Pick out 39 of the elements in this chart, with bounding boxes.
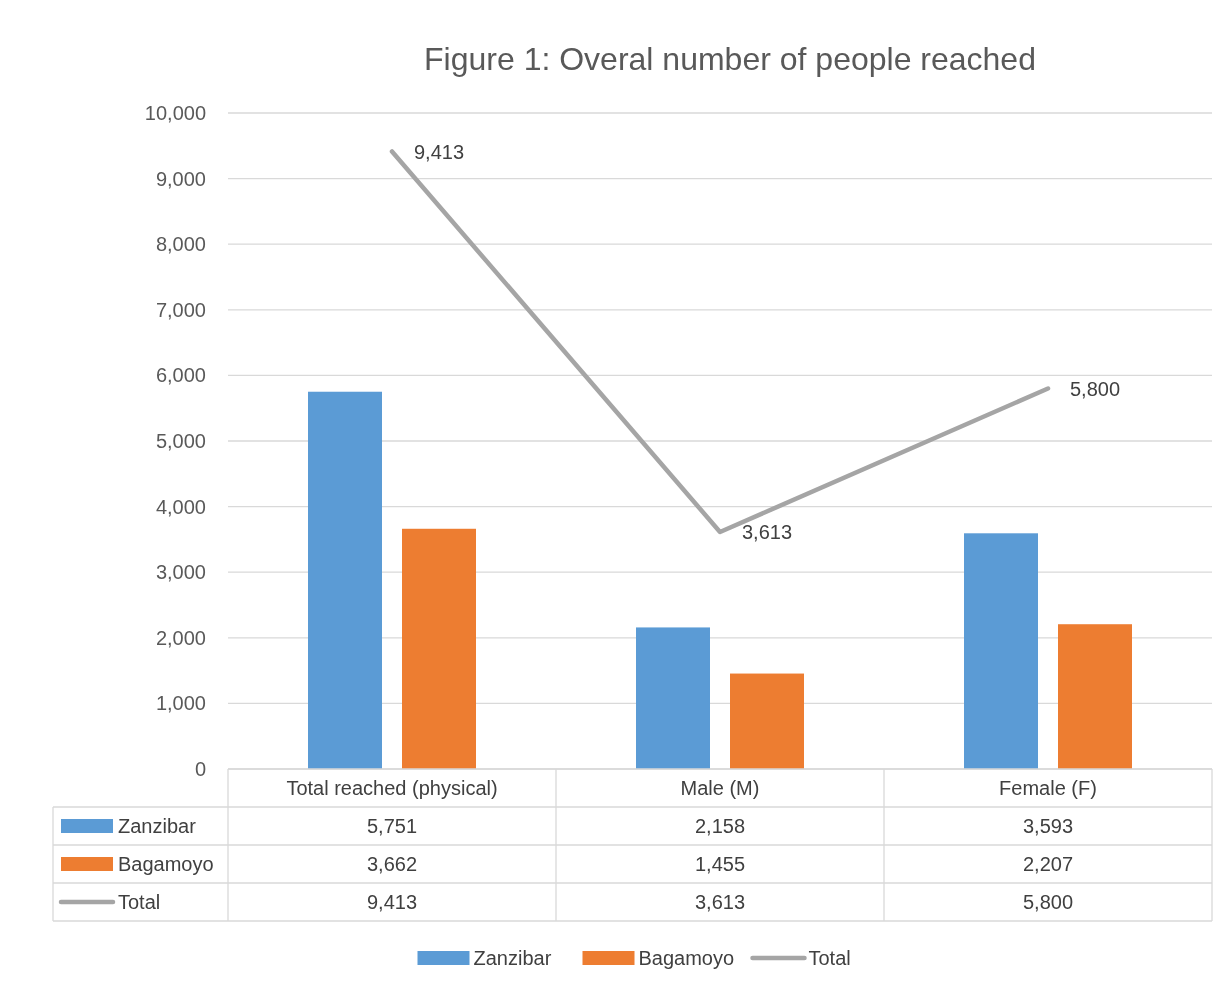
data-label: 2,158 <box>694 815 746 837</box>
legend-label: Zanzibar <box>118 815 197 837</box>
y-tick-label: 3,000 <box>155 561 206 584</box>
x-tick-label: Female (F) <box>999 777 1097 799</box>
data-label: 1,455 <box>694 853 746 875</box>
bar <box>730 673 804 769</box>
text: Total <box>118 891 161 913</box>
y-tick-label: 8,000 <box>155 233 206 256</box>
legend-label: Bagamoyo <box>638 947 735 969</box>
y-tick-label: 4,000 <box>155 495 206 518</box>
data-label: 3,662 <box>366 853 418 875</box>
bar <box>1058 624 1132 769</box>
y-tick-label: 9,000 <box>155 167 206 190</box>
data-label: 3,613 <box>694 891 746 913</box>
text: 3,613 <box>742 520 793 543</box>
text: Zanzibar <box>473 947 552 969</box>
y-tick-label: 5,000 <box>155 430 206 452</box>
bar <box>636 627 710 769</box>
text: 5,800 <box>1070 377 1121 400</box>
y-tick-label: 6,000 <box>155 364 206 387</box>
data-label: 2,207 <box>1022 853 1074 875</box>
data-label: 9,413 <box>366 891 418 913</box>
y-tick-label: 7,000 <box>155 298 206 321</box>
x-tick-label: Total reached (physical) <box>286 777 498 799</box>
text: 9,413 <box>414 140 465 163</box>
data-label: 5,800 <box>1022 891 1074 913</box>
x-tick-label: Male (M) <box>680 777 760 799</box>
legend-label: Total <box>808 947 851 969</box>
bar <box>402 528 476 769</box>
bar <box>964 533 1038 769</box>
y-tick-label: 10,000 <box>144 102 206 124</box>
text: Bagamoyo <box>118 853 214 875</box>
y-tick-label: 2,000 <box>155 626 206 649</box>
y-tick-label: 0 <box>194 758 206 780</box>
chart-title: Figure 1: Overal number of people reached <box>424 41 1036 77</box>
y-tick-label: 1,000 <box>155 692 206 715</box>
bar <box>308 391 382 769</box>
data-label: 5,751 <box>366 815 418 837</box>
data-label: 3,593 <box>1022 815 1074 837</box>
